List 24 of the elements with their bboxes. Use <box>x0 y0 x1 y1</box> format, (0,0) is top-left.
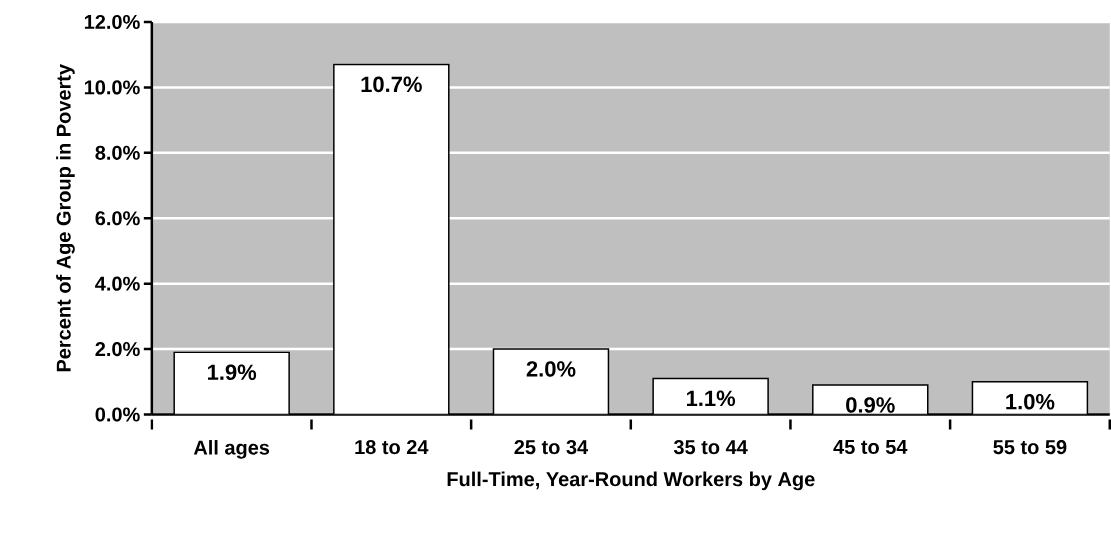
data-label: 0.9% <box>846 396 895 413</box>
bar <box>492 348 610 415</box>
y-tick-label: 2.0% <box>95 341 140 356</box>
bar <box>173 351 290 415</box>
x-tick-label: 45 to 54 <box>833 439 908 454</box>
x-tick-label: 35 to 44 <box>673 439 748 455</box>
y-tick-label: 8.0% <box>95 145 140 160</box>
x-tick-label: 55 to 59 <box>993 439 1067 454</box>
y-axis-title: Percent of Age Group in Poverty <box>56 63 75 372</box>
y-tick-label: 12.0% <box>84 14 140 29</box>
x-tick-label: 18 to 24 <box>355 439 429 454</box>
x-tick-label: All ages <box>193 439 270 459</box>
y-tick-label: 0.0% <box>95 407 140 422</box>
data-label: 10.7% <box>361 76 422 92</box>
data-label: 1.0% <box>1006 393 1055 410</box>
data-label: 1.1% <box>686 390 736 406</box>
y-tick-label: 4.0% <box>95 276 140 291</box>
x-tick-label: 25 to 34 <box>514 439 589 455</box>
data-label: 2.0% <box>526 360 576 377</box>
y-tick-label: 6.0% <box>95 211 140 226</box>
x-axis-title: Full-Time, Year-Round Workers by Age <box>447 471 815 491</box>
bar <box>333 63 450 415</box>
data-label: 1.9% <box>207 364 257 380</box>
y-tick-label: 10.0% <box>84 80 140 95</box>
